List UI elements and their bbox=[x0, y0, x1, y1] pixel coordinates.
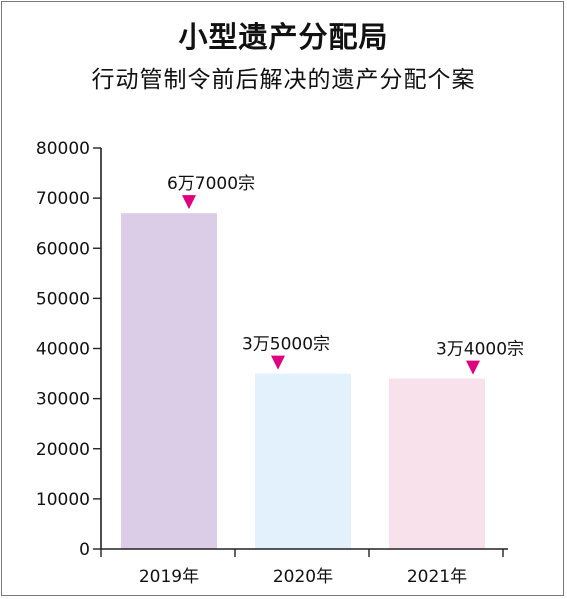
data-label-2: 3万4000宗 bbox=[436, 340, 524, 360]
y-tick-label-4: 40000 bbox=[36, 340, 90, 360]
bar-2 bbox=[389, 378, 485, 549]
bar-0 bbox=[121, 213, 217, 549]
data-marker-2 bbox=[466, 360, 480, 375]
y-tick-label-3: 30000 bbox=[36, 390, 90, 410]
chart-subtitle: 行动管制令前后解决的遗产分配个案 bbox=[91, 67, 476, 93]
y-tick-label-7: 70000 bbox=[36, 189, 90, 209]
y-tick-label-2: 20000 bbox=[36, 440, 90, 460]
data-label-1: 3万5000宗 bbox=[242, 335, 330, 355]
x-tick-label-0: 2019年 bbox=[139, 567, 199, 587]
bar-1 bbox=[255, 373, 351, 549]
y-tick-label-8: 80000 bbox=[36, 139, 90, 159]
x-tick-label-1: 2020年 bbox=[273, 567, 333, 587]
chart-title: 小型遗产分配局 bbox=[178, 20, 389, 54]
data-marker-0 bbox=[182, 195, 196, 210]
y-tick-label-6: 60000 bbox=[36, 239, 90, 259]
x-tick-label-2: 2021年 bbox=[407, 567, 467, 587]
y-tick-label-1: 10000 bbox=[36, 490, 90, 510]
y-tick-label-0: 0 bbox=[79, 540, 90, 560]
y-tick-label-5: 50000 bbox=[36, 289, 90, 309]
data-label-0: 6万7000宗 bbox=[167, 174, 255, 194]
data-marker-1 bbox=[271, 355, 285, 370]
